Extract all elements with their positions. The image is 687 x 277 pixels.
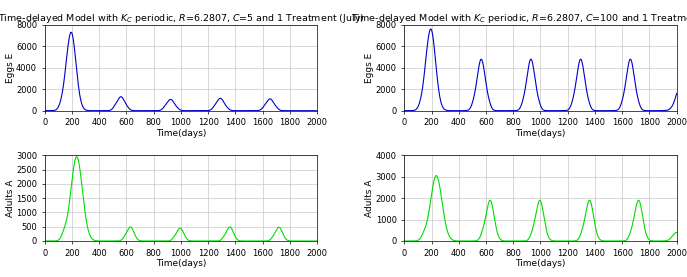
Y-axis label: Adults A: Adults A <box>365 179 374 217</box>
X-axis label: Time(days): Time(days) <box>156 259 206 268</box>
Y-axis label: Adults A: Adults A <box>5 179 14 217</box>
Y-axis label: Eggs E: Eggs E <box>5 53 14 83</box>
X-axis label: Time(days): Time(days) <box>515 259 565 268</box>
X-axis label: Time(days): Time(days) <box>515 129 565 138</box>
Title: Time-delayed Model with $K_C$ periodic, $R$=6.2807, $C$=100 and 1 Treatment (Jul: Time-delayed Model with $K_C$ periodic, … <box>351 12 687 25</box>
Y-axis label: Eggs E: Eggs E <box>365 53 374 83</box>
X-axis label: Time(days): Time(days) <box>156 129 206 138</box>
Title: Time-delayed Model with $K_C$ periodic, $R$=6.2807, $C$=5 and 1 Treatment (July): Time-delayed Model with $K_C$ periodic, … <box>0 12 364 25</box>
